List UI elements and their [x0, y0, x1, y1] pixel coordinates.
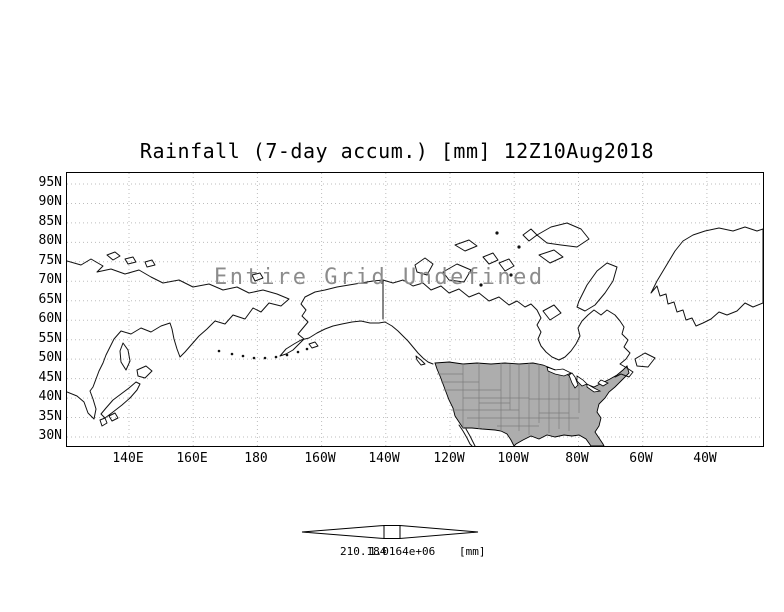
colorbar-right-arrow	[399, 524, 479, 540]
arctic-island-specks	[479, 231, 521, 287]
plot-title: Rainfall (7-day accum.) [mm] 12Z10Aug201…	[139, 139, 655, 163]
y-tick-label: 50N	[38, 350, 62, 365]
aleutian-islands	[217, 347, 309, 360]
greenland-coast	[650, 226, 763, 327]
x-tick-label: 160E	[176, 451, 208, 466]
y-tick-label: 45N	[38, 370, 62, 385]
siberian-islands	[106, 251, 264, 282]
graticule-gridlines	[67, 173, 763, 446]
x-tick-label: 140E	[112, 451, 144, 466]
y-tick-label: 80N	[38, 233, 62, 248]
y-tick-label: 35N	[38, 409, 62, 424]
y-tick-label: 30N	[38, 428, 62, 443]
map-plot-frame: Entire Grid Undefined	[66, 172, 764, 447]
colorbar-min-label: 210.184	[340, 545, 387, 558]
x-tick-label: 160W	[304, 451, 336, 466]
y-tick-label: 65N	[38, 292, 62, 307]
sakhalin-island	[119, 342, 131, 371]
y-tick-label: 75N	[38, 253, 62, 268]
y-tick-label: 55N	[38, 331, 62, 346]
colorbar-mid-segment	[383, 525, 401, 539]
grid-undefined-message: Entire Grid Undefined	[214, 265, 545, 290]
canadian-arctic-islands	[414, 222, 656, 368]
colorbar-max-label: 1.0164e+06	[369, 545, 436, 558]
great-lakes	[546, 366, 609, 393]
y-tick-label: 70N	[38, 272, 62, 287]
x-tick-label: 80W	[565, 451, 589, 466]
kodiak-island	[308, 341, 319, 349]
vancouver-island	[415, 355, 426, 366]
mexico-baja-coast	[458, 424, 476, 446]
y-tick-label: 95N	[38, 175, 62, 190]
state-borders	[437, 363, 580, 435]
y-tick-label: 40N	[38, 389, 62, 404]
y-tick-label: 90N	[38, 194, 62, 209]
x-tick-label: 60W	[629, 451, 653, 466]
alaska-coast	[279, 296, 434, 365]
y-tick-label: 85N	[38, 214, 62, 229]
x-tick-label: 180	[244, 451, 268, 466]
colorbar	[300, 524, 480, 540]
x-tick-label: 100W	[497, 451, 529, 466]
colorbar-units-label: [mm]	[459, 545, 486, 558]
y-tick-label: 60N	[38, 311, 62, 326]
arctic-coast-canada	[304, 279, 634, 378]
x-tick-label: 120W	[433, 451, 465, 466]
japan-islands	[99, 365, 153, 427]
x-tick-label: 140W	[368, 451, 400, 466]
map-canvas	[67, 173, 763, 446]
us-shaded-region	[434, 361, 630, 446]
colorbar-left-arrow	[301, 524, 385, 540]
x-tick-label: 40W	[693, 451, 717, 466]
coastlines	[67, 222, 763, 446]
siberia-coast	[67, 258, 290, 420]
